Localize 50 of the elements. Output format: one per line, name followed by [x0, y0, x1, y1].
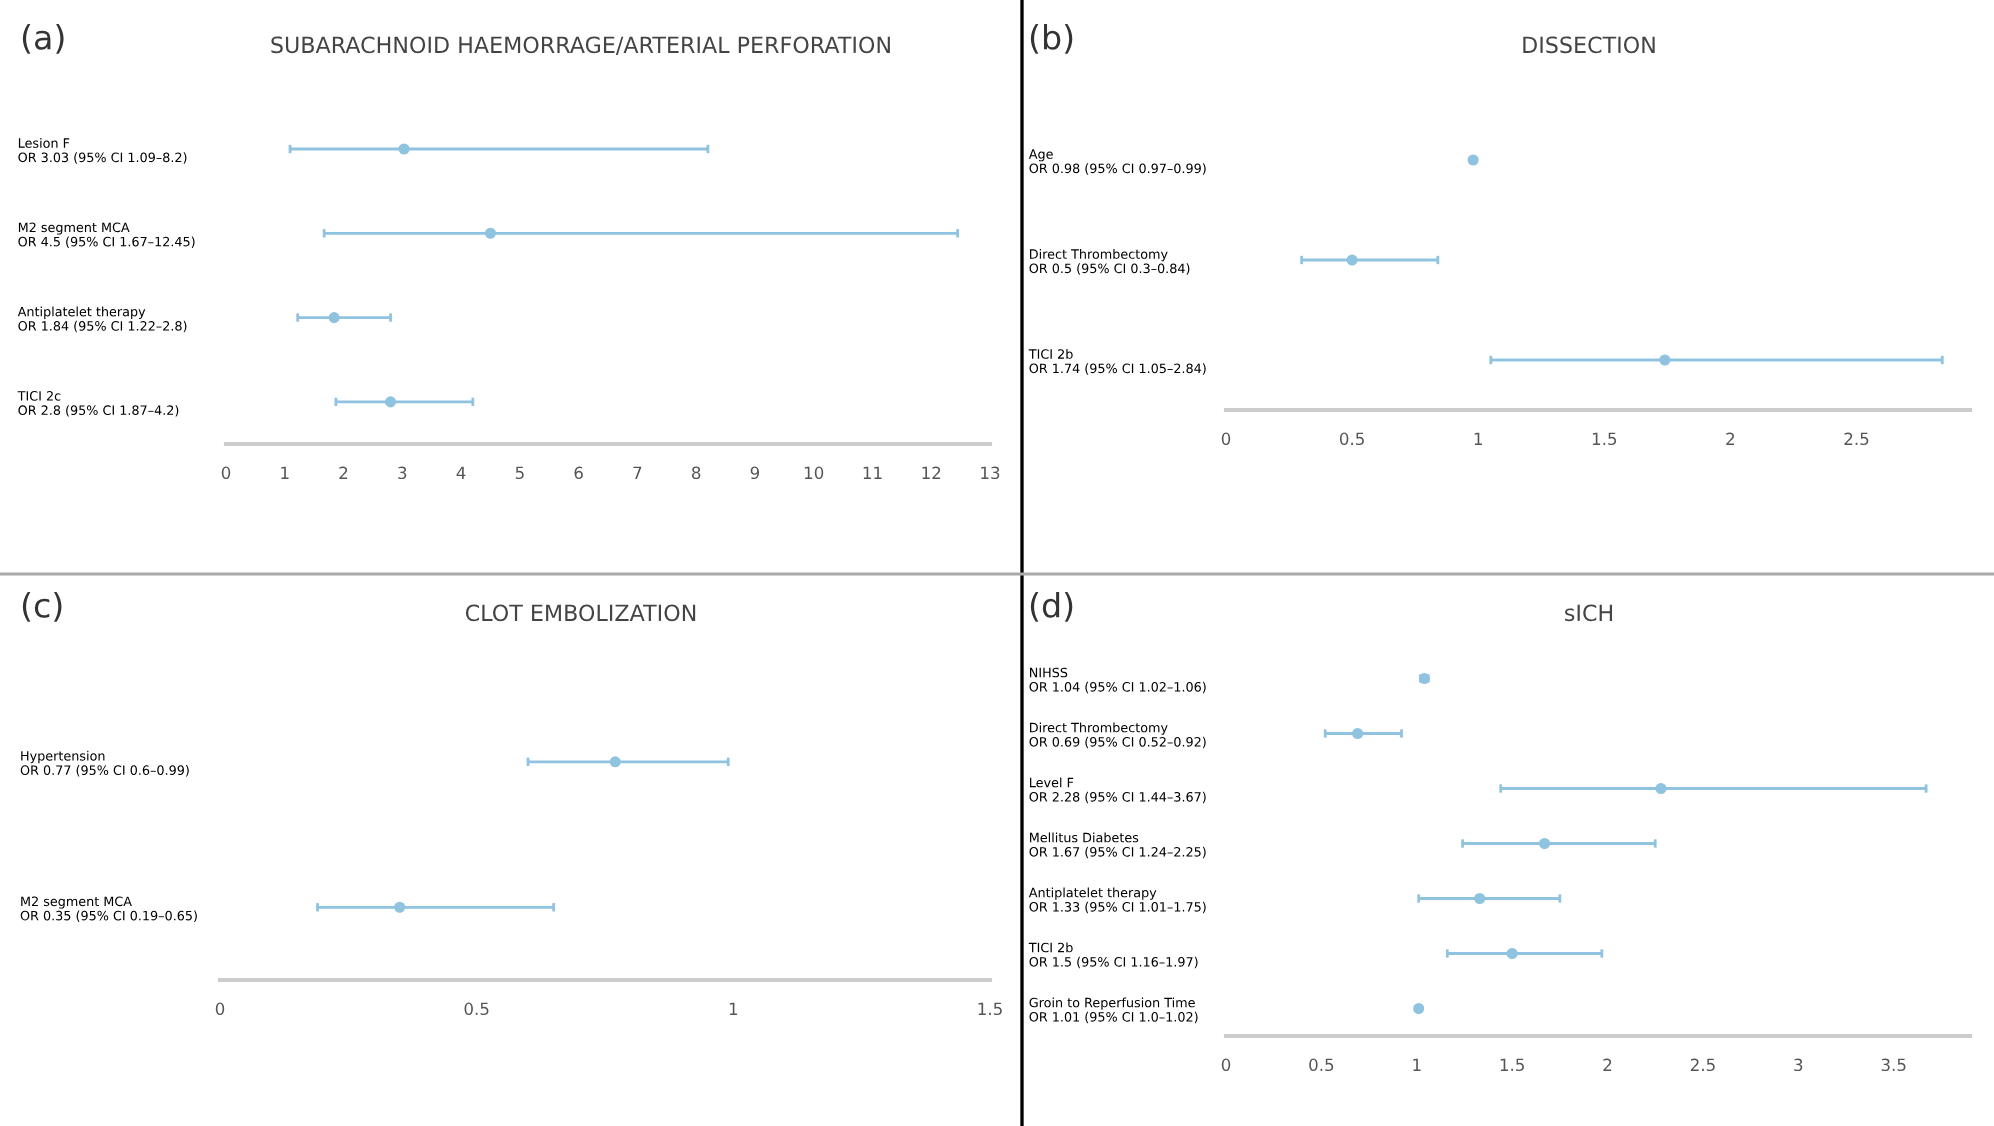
chart-title: sICH [1565, 604, 1612, 622]
x-tick-label: 2 [1726, 432, 1735, 445]
point [1352, 727, 1364, 740]
x-tick-label: 5 [515, 466, 524, 480]
x-tick-label: 13 [981, 466, 1000, 480]
x-tick-label: 2.5 [1844, 432, 1869, 446]
x-tick-label: 3.5 [1881, 1058, 1906, 1072]
chart-title: DISSECTION [1523, 36, 1655, 54]
point [1506, 947, 1518, 960]
x-tick-label: 10 [804, 466, 824, 480]
point [385, 396, 397, 408]
point [484, 227, 497, 239]
x-tick-label: 1 [1474, 432, 1482, 445]
x-tick-label: 0.5 [464, 1002, 489, 1016]
x-tick-label: 1 [729, 1002, 738, 1015]
point [398, 143, 410, 155]
x-tick-label: 4 [456, 466, 466, 479]
x-tick-label: 0 [215, 1002, 225, 1016]
point [1655, 782, 1667, 795]
x-tick-label: 8 [691, 466, 701, 480]
point [1413, 1002, 1425, 1015]
x-tick-label: 0 [221, 466, 231, 480]
text: (d) [1030, 592, 1073, 622]
x-tick-label: 2 [339, 466, 348, 479]
x-tick-label: 11 [863, 466, 882, 479]
x-tick-label: 7 [633, 466, 642, 479]
x-tick-label: 0 [1221, 432, 1231, 446]
x-tick-label: 3 [398, 466, 407, 480]
x-tick-label: 1.5 [978, 1002, 1002, 1016]
x-tick-label: 3 [1794, 1058, 1803, 1072]
text: (c) [22, 592, 62, 622]
chart-title: CLOT EMBOLIZATION [465, 604, 696, 622]
x-tick-label: 2.5 [1690, 1058, 1715, 1072]
x-tick-label: 0.5 [1339, 432, 1364, 446]
x-tick-label: 0 [1221, 1058, 1231, 1072]
x-tick-label: 1 [281, 466, 289, 479]
x-tick-label: 0.5 [1309, 1058, 1334, 1072]
x-tick-label: 2 [1603, 1058, 1612, 1071]
text: (a) [22, 24, 64, 54]
text: (b) [1030, 24, 1073, 54]
point [328, 312, 340, 324]
x-tick-label: 1.5 [1500, 1058, 1524, 1072]
x-tick-label: 6 [574, 466, 583, 480]
x-tick-label: 12 [922, 466, 941, 479]
chart-title: SUBARACHNOID HAEMORRAGE/ARTERIAL PERFORATION [271, 36, 890, 55]
point [1539, 837, 1551, 850]
x-tick-label: 1.5 [1592, 432, 1617, 446]
x-tick-label: 1 [1413, 1058, 1421, 1071]
point [1474, 892, 1486, 905]
x-tick-label: 9 [750, 466, 760, 480]
